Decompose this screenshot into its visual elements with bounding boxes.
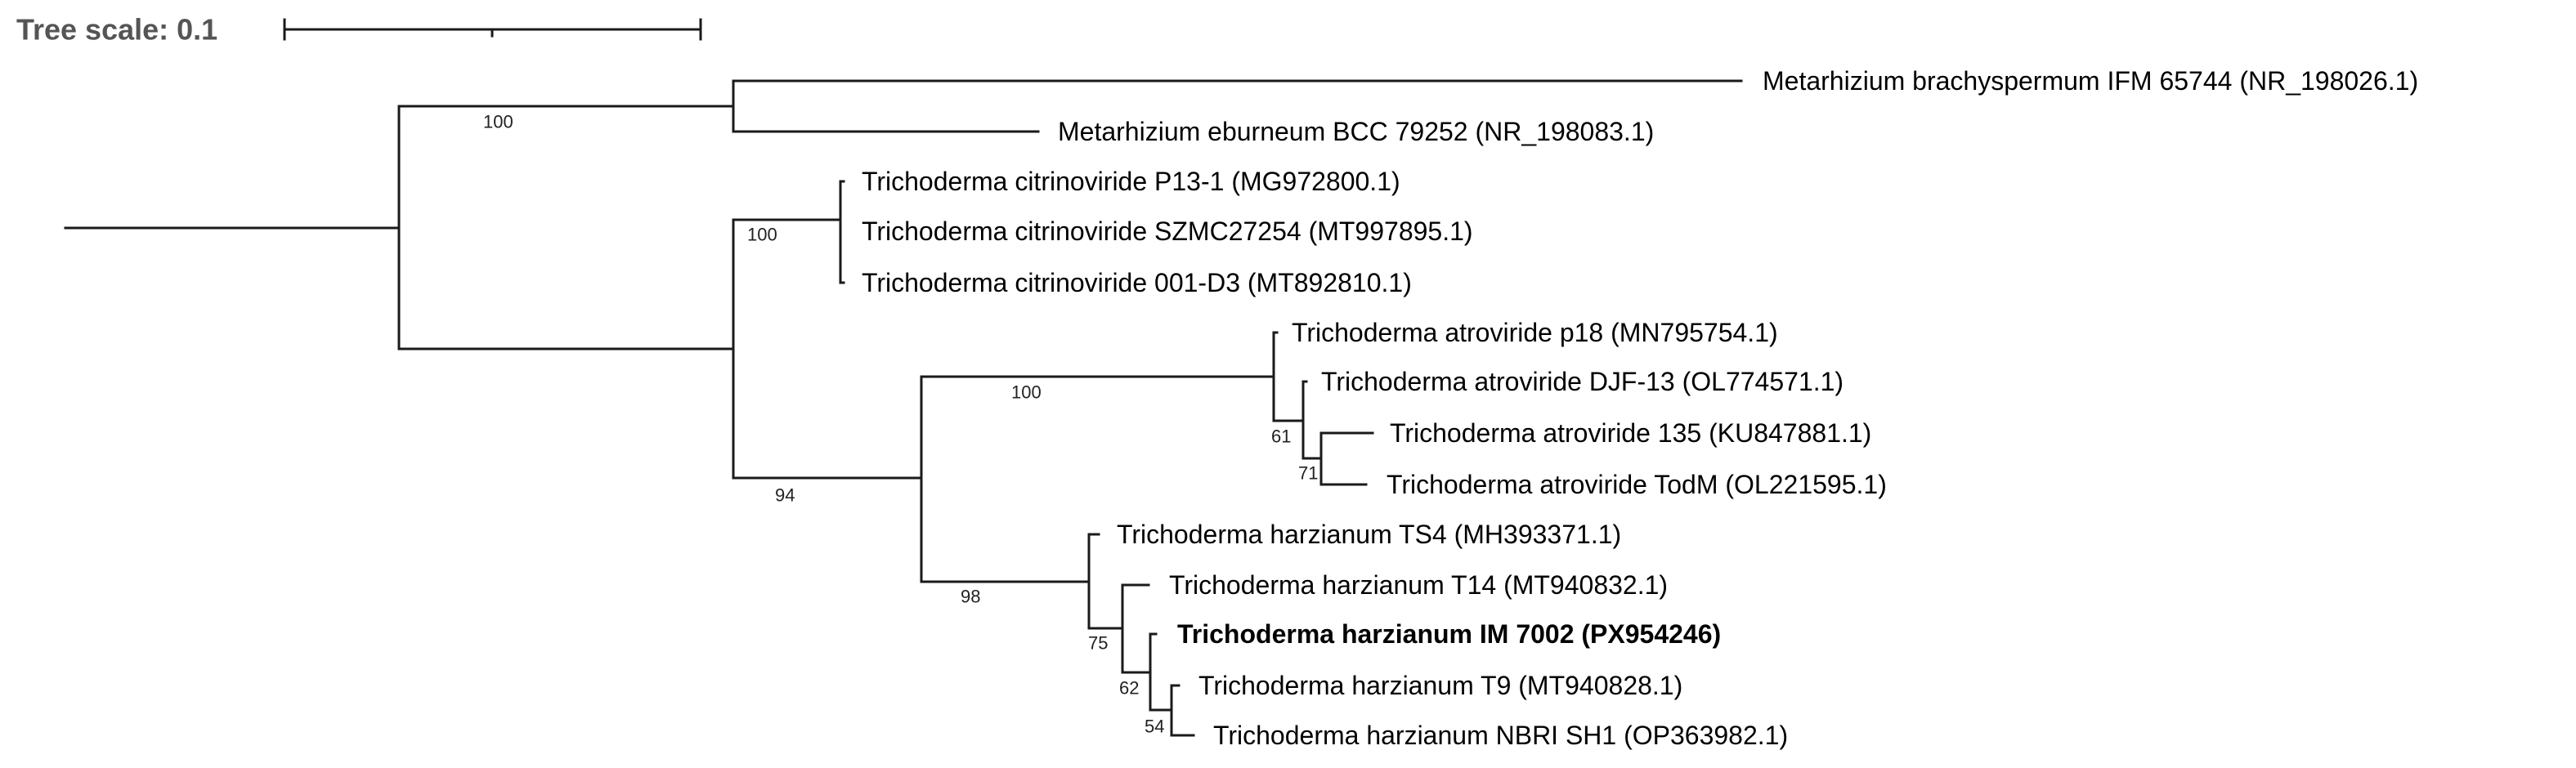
leaf-labels: Metarhizium brachyspermum IFM 65744 (NR_… bbox=[862, 66, 2418, 750]
bootstrap-value: 75 bbox=[1088, 633, 1108, 654]
leaf-label: Trichoderma atroviride DJF-13 (OL774571.… bbox=[1321, 367, 1844, 396]
leaf-label: Trichoderma atroviride p18 (MN795754.1) bbox=[1292, 318, 1778, 347]
leaf-label: Metarhizium eburneum BCC 79252 (NR_19808… bbox=[1058, 117, 1654, 146]
leaf-label: Trichoderma harzianum T9 (MT940828.1) bbox=[1198, 671, 1682, 700]
bootstrap-value: 100 bbox=[1011, 382, 1042, 403]
leaf-label: Trichoderma harzianum TS4 (MH393371.1) bbox=[1117, 520, 1621, 549]
bootstrap-value: 94 bbox=[775, 485, 795, 506]
bootstrap-value: 100 bbox=[483, 112, 513, 132]
bootstrap-value: 61 bbox=[1271, 426, 1291, 447]
leaf-label: Trichoderma harzianum T14 (MT940832.1) bbox=[1169, 570, 1668, 600]
bootstrap-values: 100 100 94 100 61 71 98 75 62 54 bbox=[483, 112, 1318, 737]
bootstrap-value: 100 bbox=[747, 225, 777, 245]
leaf-label-highlighted: Trichoderma harzianum IM 7002 (PX954246) bbox=[1177, 619, 1721, 649]
leaf-label: Trichoderma citrinoviride P13-1 (MG97280… bbox=[862, 167, 1400, 196]
tree-scale-bar bbox=[283, 18, 702, 41]
bootstrap-value: 54 bbox=[1145, 717, 1164, 737]
bootstrap-value: 98 bbox=[961, 587, 980, 607]
tree-branches bbox=[64, 79, 1743, 737]
bootstrap-value: 62 bbox=[1119, 678, 1139, 699]
leaf-label: Trichoderma atroviride 135 (KU847881.1) bbox=[1390, 418, 1871, 448]
bootstrap-value: 71 bbox=[1298, 463, 1318, 484]
leaf-label: Trichoderma harzianum NBRI SH1 (OP363982… bbox=[1213, 721, 1788, 750]
tree-scale-label: Tree scale: 0.1 bbox=[16, 13, 217, 47]
leaf-label: Trichoderma citrinoviride SZMC27254 (MT9… bbox=[862, 217, 1473, 246]
leaf-label: Trichoderma atroviride TodM (OL221595.1) bbox=[1387, 470, 1887, 499]
leaf-label: Trichoderma citrinoviride 001-D3 (MT8928… bbox=[862, 268, 1412, 297]
leaf-label: Metarhizium brachyspermum IFM 65744 (NR_… bbox=[1763, 66, 2418, 96]
